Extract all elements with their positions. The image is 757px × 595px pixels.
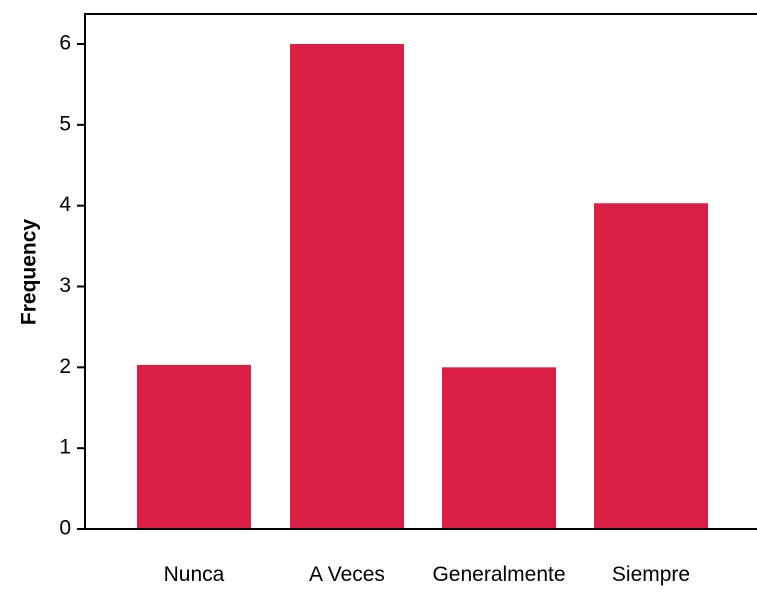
bar-siempre [594, 203, 708, 529]
y-tick-label-0: 0 [59, 517, 71, 540]
y-tick-label-6: 6 [59, 32, 71, 55]
axes-group [84, 13, 757, 530]
y-tick-label-3: 3 [59, 274, 71, 297]
y-tick-label-5: 5 [59, 112, 71, 135]
y-tick-label-2: 2 [59, 355, 71, 378]
x-category-label-a-veces: A Veces [309, 563, 385, 586]
y-tick-label-1: 1 [59, 436, 71, 459]
y-ticks-group: 0 1 2 3 4 5 6 [59, 32, 85, 540]
bar-a-veces [290, 44, 404, 529]
x-category-label-nunca: Nunca [164, 563, 225, 586]
bars-group [137, 44, 708, 529]
bar-generalmente [442, 367, 556, 529]
x-category-label-siempre: Siempre [612, 563, 690, 586]
y-tick-label-4: 4 [59, 193, 71, 216]
x-category-label-generalmente: Generalmente [432, 563, 565, 586]
bar-nunca [137, 364, 251, 529]
x-labels-group: Nunca A Veces Generalmente Siempre [164, 563, 690, 586]
y-axis-title: Frequency [18, 219, 41, 326]
